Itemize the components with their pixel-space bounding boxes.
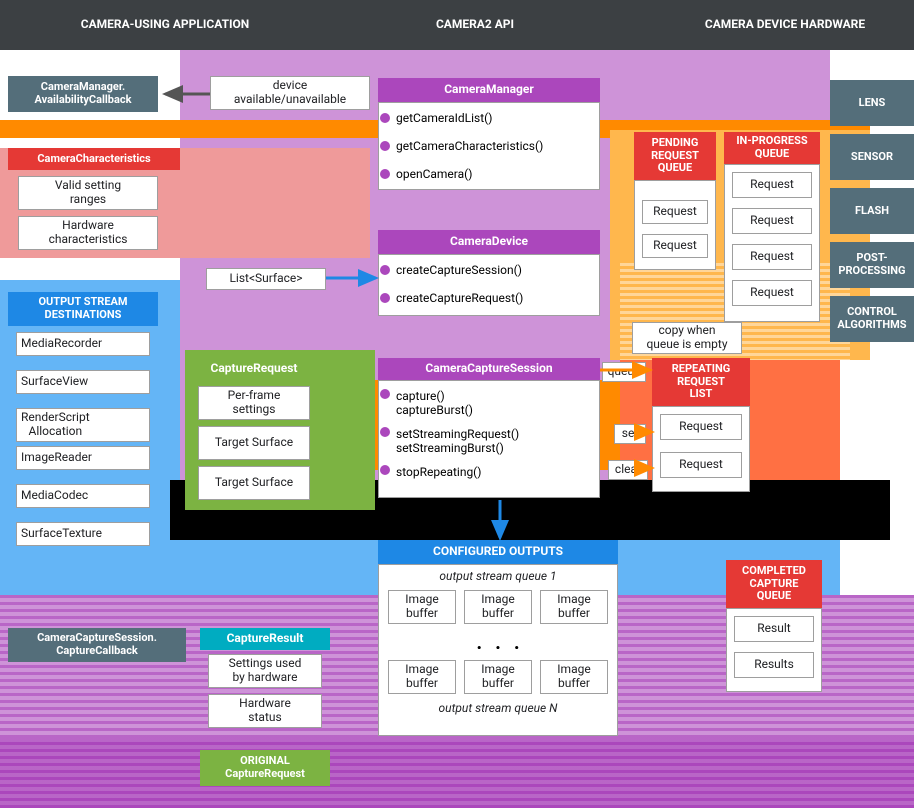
output-dest-header: OUTPUT STREAM DESTINATIONS bbox=[8, 292, 158, 326]
char-item-0: Valid setting ranges bbox=[18, 176, 158, 210]
completed-item-0: Result bbox=[734, 616, 814, 642]
original-capture-request: ORIGINAL CaptureRequest bbox=[200, 750, 330, 786]
capture-callback: CameraCaptureSession. CaptureCallback bbox=[8, 628, 186, 662]
cs-method-2: stopRepeating() bbox=[386, 462, 596, 482]
camera-device-header: CameraDevice bbox=[378, 230, 600, 254]
completed-item-1: Results bbox=[734, 652, 814, 678]
output-dest-1: SurfaceView bbox=[16, 370, 150, 394]
inprogress-item-1: Request bbox=[732, 208, 812, 234]
cd-method-1: createCaptureRequest() bbox=[386, 288, 596, 308]
capture-request-item-2: Target Surface bbox=[198, 466, 310, 500]
repeating-item-0: Request bbox=[660, 414, 742, 440]
cd-method-0: createCaptureSession() bbox=[386, 260, 596, 280]
buffer-bot-2: Image buffer bbox=[540, 660, 608, 694]
cs-method-1: setStreamingRequest() setStreamingBurst(… bbox=[386, 424, 596, 458]
hardware-0: LENS bbox=[830, 80, 914, 126]
output-dest-5: SurfaceTexture bbox=[16, 522, 150, 546]
inprogress-item-3: Request bbox=[732, 280, 812, 306]
repeating-item-1: Request bbox=[660, 452, 742, 478]
capture-request-item-1: Target Surface bbox=[198, 426, 310, 460]
cs-method-0: capture() captureBurst() bbox=[386, 386, 596, 420]
output-dest-4: MediaCodec bbox=[16, 484, 150, 508]
inprogress-item-0: Request bbox=[732, 172, 812, 198]
inprogress-queue-header: IN-PROGRESS QUEUE bbox=[724, 132, 820, 164]
capture-result-item-1: Hardware status bbox=[208, 694, 322, 728]
hardware-4: CONTROL ALGORITHMS bbox=[830, 296, 914, 342]
capture-request-header: CaptureRequest bbox=[190, 358, 318, 380]
cm-method-1: getCameraCharacteristics() bbox=[386, 136, 596, 156]
buffer-top-1: Image buffer bbox=[464, 590, 532, 624]
ellipsis: . . . bbox=[460, 630, 540, 654]
hardware-2: FLASH bbox=[830, 188, 914, 234]
pending-item-0: Request bbox=[642, 200, 708, 224]
header-col1: CAMERA-USING APPLICATION bbox=[40, 18, 290, 32]
device-avail-label: device available/unavailable bbox=[210, 76, 370, 110]
hardware-1: SENSOR bbox=[830, 134, 914, 180]
camera-characteristics-header: CameraCharacteristics bbox=[8, 148, 180, 170]
camera-manager-header: CameraManager bbox=[378, 78, 600, 102]
buffer-bot-1: Image buffer bbox=[464, 660, 532, 694]
buffer-top-0: Image buffer bbox=[388, 590, 456, 624]
availability-callback: CameraManager. AvailabilityCallback bbox=[8, 76, 158, 112]
queue-label: queue bbox=[602, 362, 646, 382]
buffer-bot-0: Image buffer bbox=[388, 660, 456, 694]
set-label: set bbox=[614, 424, 646, 444]
header-col3: CAMERA DEVICE HARDWARE bbox=[670, 18, 900, 32]
capture-request-item-0: Per-frame settings bbox=[198, 386, 310, 420]
header-col2: CAMERA2 API bbox=[400, 18, 550, 32]
configured-outputs-header: CONFIGURED OUTPUTS bbox=[378, 540, 618, 564]
capture-session-header: CameraCaptureSession bbox=[378, 358, 600, 380]
clear-label: clear bbox=[608, 460, 648, 480]
capture-result-item-0: Settings used by hardware bbox=[208, 654, 322, 688]
output-dest-2: RenderScript Allocation bbox=[16, 408, 150, 442]
pending-item-1: Request bbox=[642, 234, 708, 258]
inprogress-item-2: Request bbox=[732, 244, 812, 270]
buffer-top-2: Image buffer bbox=[540, 590, 608, 624]
capture-result-header: CaptureResult bbox=[200, 628, 330, 650]
pending-queue-header: PENDING REQUEST QUEUE bbox=[634, 132, 716, 180]
stream-queue-1: output stream queue 1 bbox=[378, 570, 618, 584]
stream-queue-n: output stream queue N bbox=[378, 702, 618, 716]
list-surface-label: List<Surface> bbox=[206, 268, 326, 290]
cm-method-0: getCameraIdList() bbox=[386, 108, 596, 128]
copy-when-empty: copy when queue is empty bbox=[632, 322, 742, 354]
char-item-1: Hardware characteristics bbox=[18, 216, 158, 250]
output-dest-0: MediaRecorder bbox=[16, 332, 150, 356]
output-dest-3: ImageReader bbox=[16, 446, 150, 470]
cm-method-2: openCamera() bbox=[386, 164, 596, 184]
hardware-3: POST- PROCESSING bbox=[830, 242, 914, 288]
completed-queue-header: COMPLETED CAPTURE QUEUE bbox=[726, 560, 822, 608]
repeating-list-header: REPEATING REQUEST LIST bbox=[652, 358, 750, 406]
